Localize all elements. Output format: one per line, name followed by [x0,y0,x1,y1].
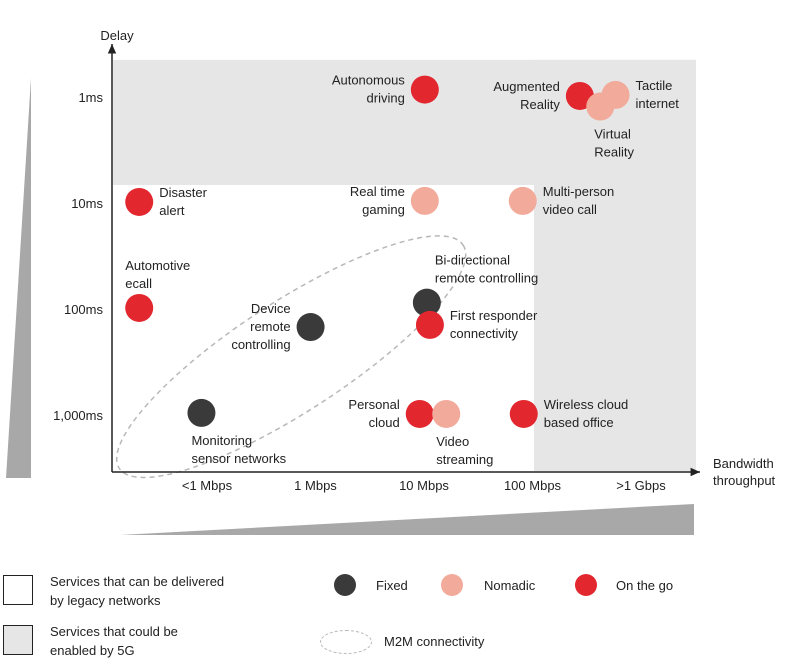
label-tactile-internet: Tactile internet [636,78,680,111]
point-bi-directional-remote-controlling: Bi-directional remote controlling [412,253,538,317]
x-tick-label: >1 Gbps [616,478,666,493]
x-tick-label: 1 Mbps [294,478,337,493]
x-axis-title: Bandwidth throughput [713,456,777,488]
label-personal-cloud: Personal cloud [348,397,399,430]
marker-disaster-alert [125,187,154,216]
point-disaster-alert: Disaster alert [125,185,208,218]
x-axis-title-line-1: Bandwidth [713,456,774,471]
point-automotive-ecall: Automotive ecall [125,258,190,322]
label-augmented-reality: Augmented Reality [493,79,560,112]
legend-legacy-label: Services that can be delivered by legacy… [50,572,224,610]
point-video-streaming: Video streaming [432,399,493,467]
y-tick-label: 100ms [64,302,104,317]
5g-region-2 [533,59,696,472]
label-bi-directional-remote-controlling: Bi-directional remote controlling [435,253,538,286]
data-points: Autonomous driving Augmented Reality Tactile… [125,73,679,467]
legend-on-the-go-dot [575,574,597,596]
marker-wireless-cloud-based-office [509,399,538,428]
marker-device-remote-controlling [296,313,325,342]
x-axis-title-line-2: throughput [713,473,776,488]
point-virtual-reality: Virtual Reality [586,92,634,160]
marker-video-streaming [432,399,461,428]
delay-wedge [6,78,31,478]
legend-5g-label: Services that could be enabled by 5G [50,622,178,660]
point-personal-cloud: Personal cloud [348,397,434,430]
marker-virtual-reality [586,92,615,121]
marker-real-time-gaming [410,186,439,215]
point-device-remote-controlling: Device remote controlling [231,301,325,352]
legend-m2m-ellipse [320,630,372,654]
bandwidth-wedge [120,504,694,535]
legend-5g-line-1: Services that could be [50,624,178,639]
point-multi-person-video-call: Multi-person video call [508,184,615,217]
legend-m2m-label: M2M connectivity [384,634,485,649]
y-tick-label: 1ms [78,90,103,105]
legend-5g-line-2: enabled by 5G [50,643,135,658]
label-disaster-alert: Disaster alert [159,185,207,218]
marker-autonomous-driving [410,75,439,104]
tick-labels: <1 Mbps 1 Mbps 10 Mbps 100 Mbps >1 Gbps 1ms 10… [53,90,666,493]
marker-multi-person-video-call [508,186,537,215]
y-tick-label: 10ms [71,196,103,211]
x-tick-label: 100 Mbps [504,478,562,493]
legend-fixed-label: Fixed [376,578,408,593]
label-first-responder-connectivity: First responder connectivity [450,308,538,341]
label-video-streaming: Video streaming [436,434,493,467]
axes: Delay Bandwidth throughput [6,28,777,535]
legend-nomadic-dot [441,574,463,596]
label-monitoring-sensor-networks: Monitoring sensor networks [191,433,286,466]
m2m-region-layer [115,235,467,479]
marker-monitoring-sensor-networks [187,398,216,427]
m2m-connectivity-ellipse [115,235,467,479]
x-tick-label: <1 Mbps [182,478,233,493]
marker-automotive-ecall [125,293,154,322]
5g-shaded-regions [113,59,696,472]
label-automotive-ecall: Automotive ecall [125,258,190,291]
label-device-remote-controlling: Device remote controlling [231,301,290,352]
point-monitoring-sensor-networks: Monitoring sensor networks [187,398,287,466]
label-autonomous-driving: Autonomous driving [332,73,405,106]
point-tactile-internet: Tactile internet [601,78,680,111]
legend-fixed-dot [334,574,356,596]
legend-nomadic-label: Nomadic [484,578,536,593]
chart: Delay Bandwidth throughput <1 Mbps 1 Mbps… [6,28,777,535]
legend-on-the-go-label: On the go [616,578,674,593]
x-tick-label: 10 Mbps [399,478,449,493]
point-first-responder-connectivity: First responder connectivity [415,308,538,341]
marker-bi-directional-remote-controlling [412,288,441,317]
label-virtual-reality: Virtual Reality [594,127,634,160]
label-real-time-gaming: Real time gaming [350,184,405,217]
legend-5g-swatch [3,625,33,655]
legend-legacy-line-2: by legacy networks [50,593,161,608]
legend-legacy-line-1: Services that can be delivered [50,574,225,589]
legend-legacy-swatch [3,575,33,605]
point-autonomous-driving: Autonomous driving [332,73,439,106]
label-multi-person-video-call: Multi-person video call [543,184,615,217]
label-wireless-cloud-based-office: Wireless cloud based office [544,397,629,430]
y-tick-label: 1,000ms [53,408,103,423]
point-wireless-cloud-based-office: Wireless cloud based office [509,397,629,430]
marker-first-responder-connectivity [415,310,444,339]
y-axis-title: Delay [100,28,134,43]
point-real-time-gaming: Real time gaming [350,184,439,217]
marker-personal-cloud [405,399,434,428]
